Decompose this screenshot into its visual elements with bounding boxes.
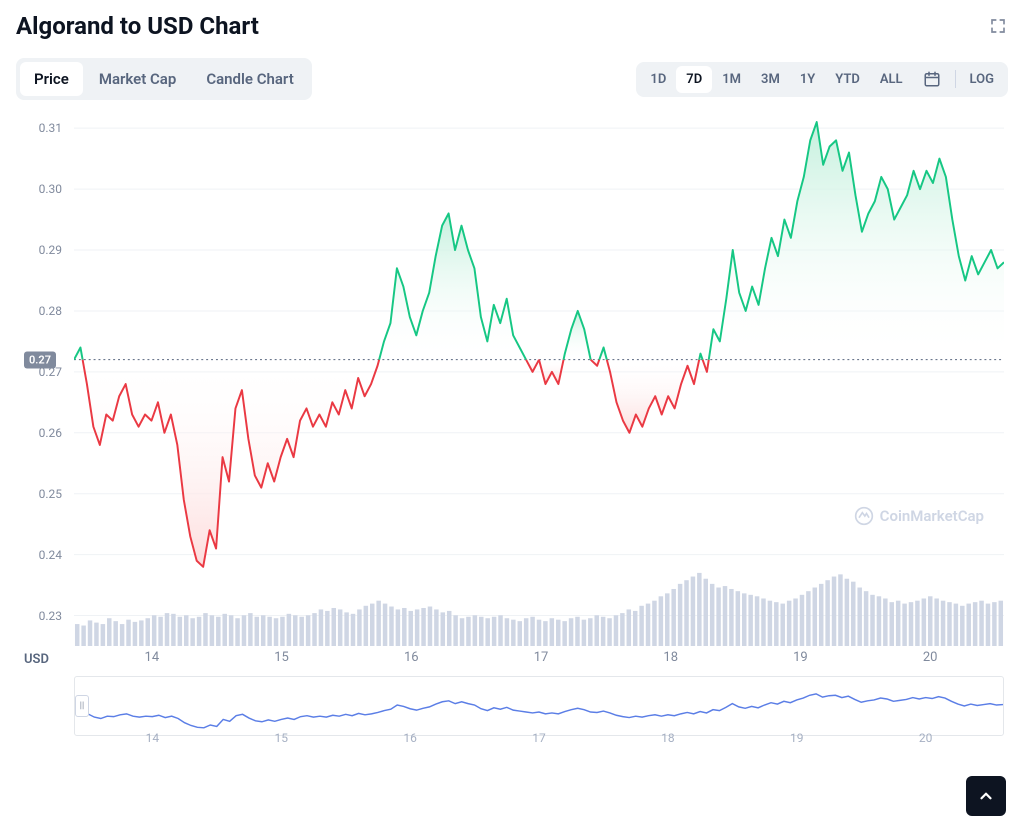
x-tick-label: 17 [534, 650, 549, 665]
y-tick-label: 0.25 [39, 487, 62, 501]
main-chart[interactable]: 0.230.240.250.260.270.280.290.300.310.27… [16, 116, 1008, 646]
overview-tick-label: 16 [403, 731, 417, 745]
range-3m[interactable]: 3M [751, 66, 790, 93]
y-tick-label: 0.26 [39, 426, 62, 440]
overview-tick-label: 18 [661, 731, 675, 745]
page-title: Algorand to USD Chart [16, 12, 259, 40]
x-tick-label: 20 [923, 650, 938, 665]
currency-label: USD [24, 652, 74, 667]
y-tick-label: 0.23 [39, 609, 62, 623]
overview-tick-label: 20 [919, 731, 933, 745]
log-toggle[interactable]: LOG [960, 66, 1004, 93]
range-ytd[interactable]: YTD [825, 66, 870, 93]
scroll-top-button[interactable] [966, 776, 1006, 816]
watermark: CoinMarketCap [854, 506, 984, 526]
range-1m[interactable]: 1M [712, 66, 751, 93]
x-tick-label: 19 [793, 650, 808, 665]
view-tabs: PriceMarket CapCandle Chart [16, 58, 312, 100]
y-tick-label: 0.24 [39, 548, 62, 562]
overview-tick-label: 19 [790, 731, 804, 745]
tab-price[interactable]: Price [20, 62, 83, 96]
range-7d[interactable]: 7D [676, 66, 712, 93]
overview-tick-label: 17 [532, 731, 546, 745]
y-tick-label: 0.28 [39, 304, 62, 318]
tab-candle-chart[interactable]: Candle Chart [192, 62, 307, 96]
baseline-badge: 0.27 [24, 351, 56, 368]
y-tick-label: 0.29 [39, 243, 62, 257]
range-all[interactable]: ALL [870, 66, 913, 93]
y-tick-label: 0.30 [39, 182, 62, 196]
overview-chart[interactable]: || 14151617181920 [74, 676, 1004, 736]
x-tick-label: 16 [404, 650, 419, 665]
x-tick-label: 18 [663, 650, 678, 665]
overview-tick-label: 15 [274, 731, 288, 745]
calendar-icon[interactable] [913, 66, 951, 92]
x-tick-label: 14 [145, 650, 160, 665]
range-1y[interactable]: 1Y [790, 66, 825, 93]
fullscreen-button[interactable] [988, 16, 1008, 36]
range-1d[interactable]: 1D [640, 66, 676, 93]
y-tick-label: 0.31 [39, 121, 62, 135]
overview-handle-left[interactable]: || [75, 695, 89, 717]
tab-market-cap[interactable]: Market Cap [85, 62, 191, 96]
x-tick-label: 15 [274, 650, 289, 665]
overview-tick-label: 14 [146, 731, 160, 745]
range-tabs: 1D7D1M3M1YYTDALL LOG [636, 62, 1008, 97]
